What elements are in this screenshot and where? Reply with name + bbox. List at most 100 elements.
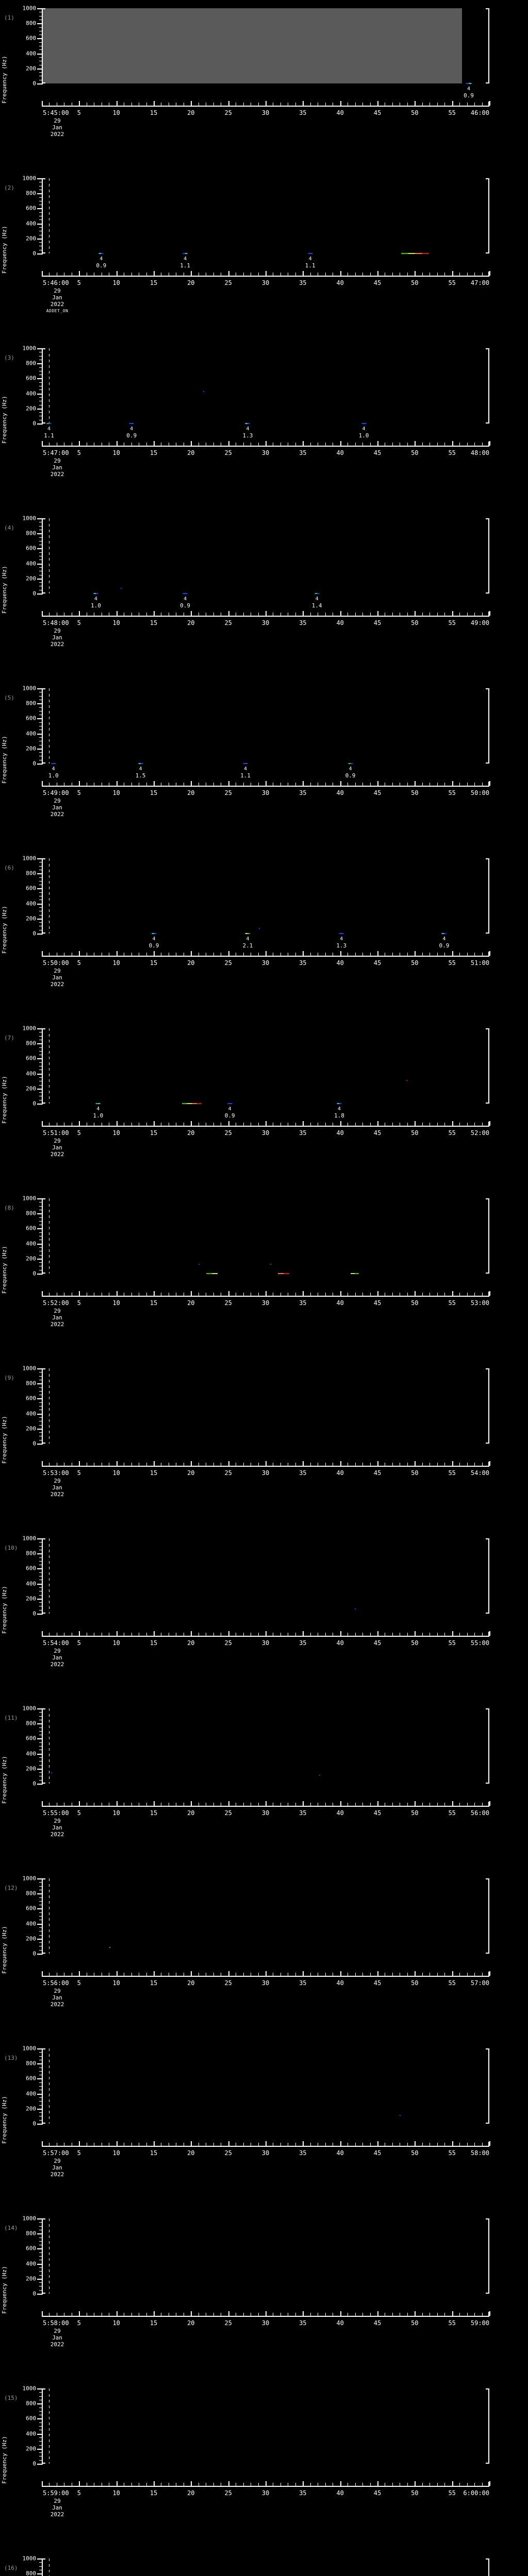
x-tick [459,1973,460,1976]
x-tick-label: 15 [150,1469,158,1477]
x-tick-label: 10 [112,449,120,456]
x-tick [422,1463,423,1466]
detection-count: 4 [442,936,446,942]
x-axis-spine [42,1291,490,1297]
x-tick [489,1631,490,1636]
x-tick [377,2311,378,2316]
y-tick [37,1893,43,1895]
y-tick [39,1387,43,1388]
x-tick-label: 25 [224,1639,232,1647]
x-tick-label: 5 [77,1639,81,1647]
date-year: 2022 [50,471,64,478]
y-axis-right-spine [486,1538,489,1614]
y-tick [39,877,43,878]
x-tick [370,1293,371,1296]
y-tick-label: 0 [32,1610,36,1617]
y-tick [39,2562,43,2563]
y-tick [39,1712,43,1713]
y-tick-label: 1000 [22,855,37,862]
x-tick-label: 35 [299,1469,307,1477]
date-year: 2022 [50,981,64,988]
y-tick [37,1878,43,1879]
x-axis-spine [42,1121,490,1127]
x-tick [266,781,267,786]
x-axis-end-label: 53:00 [470,1299,489,1307]
noise-blip [355,1608,356,1610]
y-axis-right-spine [486,1368,489,1444]
x-tick [49,1633,50,1636]
y-axis-title: Frequency (Hz) [1,1246,8,1294]
x-tick [191,1971,192,1976]
panel-index-label: (7) [4,1035,14,1041]
y-tick-label: 400 [26,2260,36,2267]
y-tick-label: 1000 [22,2215,37,2222]
y-tick-label: 600 [26,1225,36,1232]
x-tick-label: 5 [77,2149,81,2157]
panel-index-label: (13) [4,2055,18,2061]
x-tick-label: 40 [336,1299,344,1307]
x-tick-label: 50 [411,959,419,967]
y-tick-label: 0 [32,1950,36,1957]
x-tick-label: 30 [261,959,270,967]
x-tick [355,103,356,106]
y-axis-right-spine [486,348,489,423]
x-tick-label: 5 [77,279,81,286]
y-tick [37,2448,43,2450]
x-tick [79,2481,80,2486]
y-tick [39,1746,43,1747]
x-tick [362,613,364,616]
detection-count: 4 [100,256,103,262]
y-tick-label: 800 [26,1210,36,1217]
x-tick-label: 40 [336,1129,344,1137]
y-tick [39,1587,43,1588]
x-tick [340,1461,341,1466]
y-tick-label: 200 [26,745,36,752]
y-tick-label: 1000 [22,1195,37,1202]
x-tick [407,1293,408,1296]
x-tick [154,1631,155,1636]
x-tick [452,2481,453,2486]
panel-index-label: (6) [4,865,14,871]
y-tick [39,567,43,568]
x-tick [243,443,244,446]
x-tick-label: 55 [448,959,456,967]
x-tick-label: 10 [112,2319,120,2327]
x-tick [310,2313,311,2316]
noise-blip [399,2114,401,2116]
x-tick [131,2143,132,2146]
x-tick-label: 55 [448,1129,456,1137]
y-tick [39,27,43,28]
y-tick-label: 1000 [22,2045,37,2052]
y-tick [39,1912,43,1913]
y-tick [37,1198,43,1199]
y-tick [37,1768,43,1770]
x-tick [79,2141,80,2146]
x-tick [355,783,356,786]
left-marker-dashed-line [49,1708,50,1784]
detection-count: 4 [246,936,250,942]
x-tick [452,1461,453,1466]
y-tick-label: 800 [26,1040,36,1047]
date-day: 29 [54,1308,61,1314]
x-tick [444,613,446,616]
y-axis-right-spine [486,178,489,253]
x-tick [452,441,453,446]
x-tick [459,783,460,786]
date-year: 2022 [50,2341,64,2348]
y-tick [39,1546,43,1547]
x-tick [325,443,326,446]
x-tick [266,1801,267,1806]
y-tick [39,2411,43,2412]
x-tick-label: 40 [336,1469,344,1477]
x-tick [49,1973,50,1976]
detection-count: 4 [308,256,312,262]
y-tick-label: 600 [26,715,36,722]
x-tick-label: 45 [373,1809,382,1817]
x-tick [459,613,460,616]
x-tick-label: 15 [150,1979,158,1987]
detection-bar [441,933,447,934]
x-tick-label: 30 [261,109,270,116]
y-tick [37,2403,43,2405]
y-tick [37,888,43,890]
x-tick [482,103,483,106]
